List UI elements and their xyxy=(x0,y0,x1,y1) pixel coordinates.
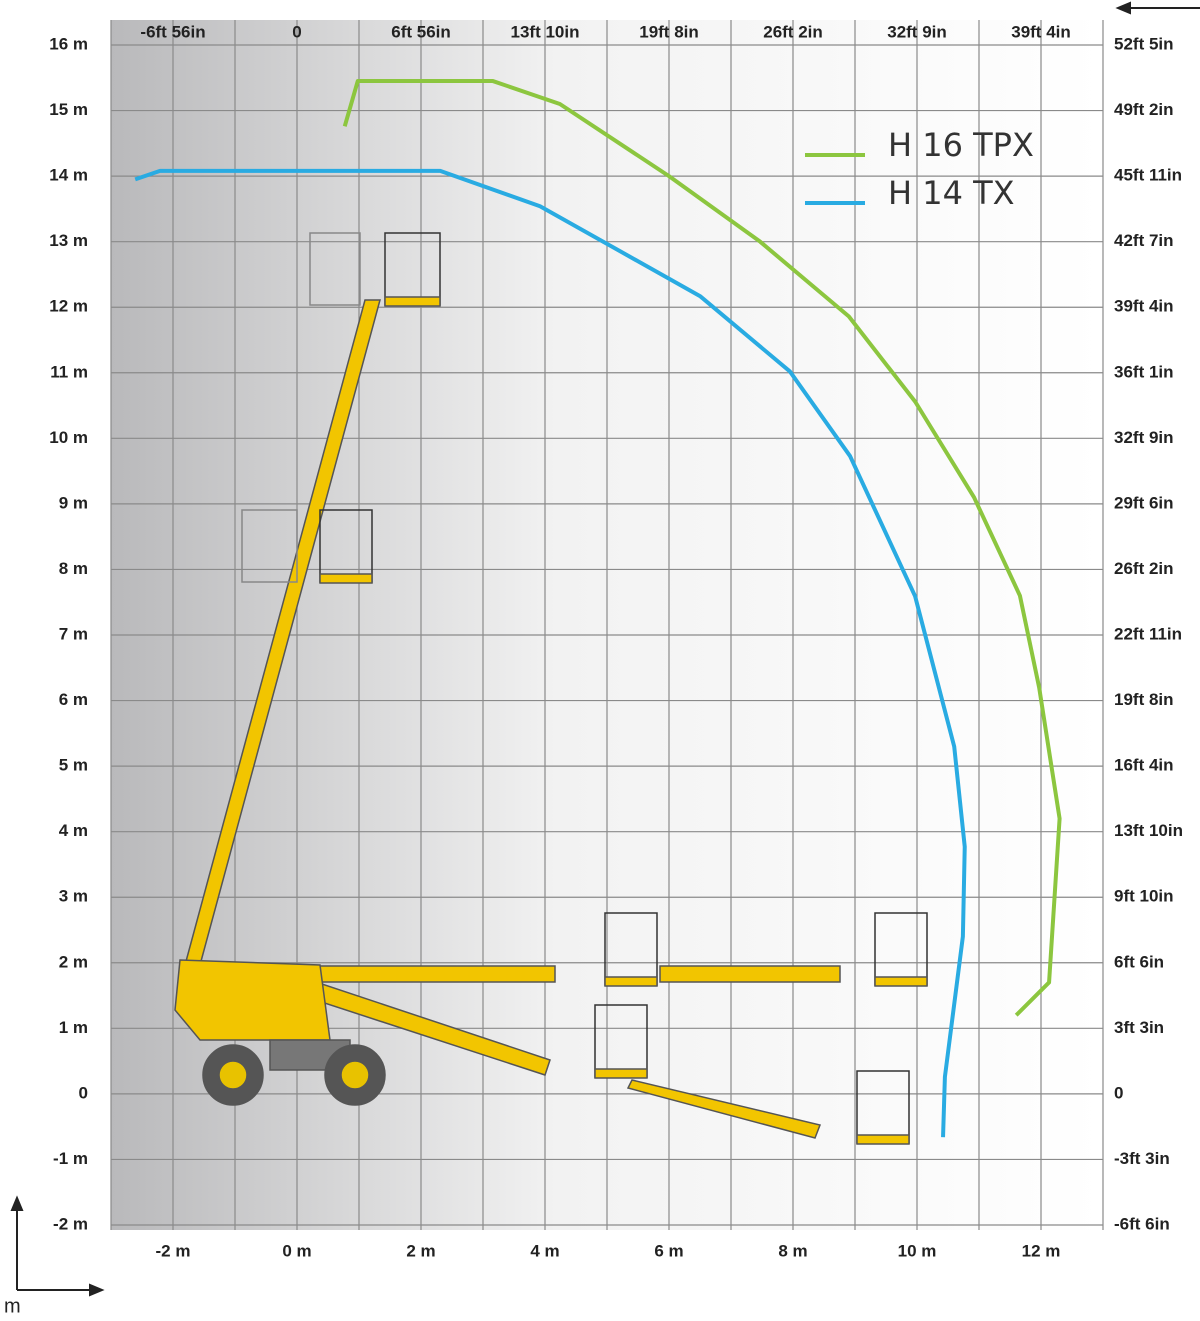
x-tick-label: 2 m xyxy=(406,1241,435,1260)
x2-tick-label: 19ft 8in xyxy=(639,22,699,41)
y-tick-label: -2 m xyxy=(53,1214,88,1233)
y-tick-label: 7 m xyxy=(59,624,88,643)
y-tick-label: 14 m xyxy=(49,166,88,185)
y-tick-label: 4 m xyxy=(59,821,88,840)
y2-tick-label: -3ft 3in xyxy=(1114,1149,1170,1168)
axis-unit-label: m xyxy=(4,1295,21,1317)
x-tick-label: 10 m xyxy=(898,1241,937,1260)
x-tick-label: 8 m xyxy=(778,1241,807,1260)
y2-tick-label: 52ft 5in xyxy=(1114,34,1174,53)
y2-tick-label: 49ft 2in xyxy=(1114,100,1174,119)
y2-tick-label: 9ft 10in xyxy=(1114,887,1174,906)
y-tick-label: 16 m xyxy=(49,34,88,53)
y-tick-label: 13 m xyxy=(49,231,88,250)
y2-tick-label: 19ft 8in xyxy=(1114,690,1174,709)
y-tick-label: 1 m xyxy=(59,1018,88,1037)
curves xyxy=(134,79,1062,1138)
x-tick-label: 4 m xyxy=(530,1241,559,1260)
machine-illustration xyxy=(174,232,928,1145)
y-tick-label: 11 m xyxy=(50,362,88,381)
x2-tick-label: 32ft 9in xyxy=(887,22,947,41)
x-tick-label: 12 m xyxy=(1022,1241,1061,1260)
legend-label: H 14 TX xyxy=(888,174,1015,212)
x-tick-label: 0 m xyxy=(282,1241,311,1260)
y2-tick-label: 29ft 6in xyxy=(1114,493,1174,512)
axis-icon xyxy=(10,1,1200,1297)
y-tick-label: 10 m xyxy=(49,428,88,447)
y2-tick-label: 22ft 11in xyxy=(1114,624,1182,643)
y-tick-label: 9 m xyxy=(59,493,88,512)
x2-tick-label: 39ft 4in xyxy=(1011,22,1071,41)
y2-tick-label: 0 xyxy=(1114,1083,1123,1102)
x-tick-label: 6 m xyxy=(654,1241,683,1260)
x2-tick-label: 6ft 56in xyxy=(391,22,451,41)
x-tick-label: -2 m xyxy=(156,1241,191,1260)
y2-tick-label: 39ft 4in xyxy=(1114,297,1174,316)
y-tick-label: 2 m xyxy=(59,952,88,971)
y2-tick-label: 6ft 6in xyxy=(1114,952,1164,971)
y2-tick-label: 13ft 10in xyxy=(1114,821,1183,840)
y-tick-label: -1 m xyxy=(53,1149,88,1168)
y2-tick-label: 32ft 9in xyxy=(1114,428,1174,447)
y2-tick-label: 16ft 4in xyxy=(1114,756,1174,775)
legend-label: H 16 TPX xyxy=(888,126,1034,164)
y-tick-label: 3 m xyxy=(59,887,88,906)
x2-tick-label: 13ft 10in xyxy=(511,22,580,41)
y2-tick-label: 42ft 7in xyxy=(1114,231,1174,250)
series-line xyxy=(134,168,967,1138)
y-tick-label: 5 m xyxy=(59,756,88,775)
y-tick-label: 12 m xyxy=(49,297,88,316)
y-tick-label: 8 m xyxy=(59,559,88,578)
y2-tick-label: 36ft 1in xyxy=(1114,362,1174,381)
y2-tick-label: 45ft 11in xyxy=(1114,166,1182,185)
labels: 16 m 15 m 14 m 13 m 12 m 11 m 10 m 9 m 8 m 7 m 6 m… xyxy=(49,22,1183,1260)
y-tick-label: 6 m xyxy=(59,690,88,709)
x2-tick-label: 26ft 2in xyxy=(763,22,823,41)
y-tick-label: 15 m xyxy=(49,100,88,119)
series-line xyxy=(342,79,1062,1017)
y2-tick-label: -6ft 6in xyxy=(1114,1214,1170,1233)
grid xyxy=(110,20,1104,1230)
x2-tick-label: -6ft 56in xyxy=(140,22,205,41)
y-tick-label: 0 xyxy=(79,1083,88,1102)
y2-tick-label: 3ft 3in xyxy=(1114,1018,1164,1037)
x2-tick-label: 0 xyxy=(292,22,301,41)
y2-tick-label: 26ft 2in xyxy=(1114,559,1174,578)
